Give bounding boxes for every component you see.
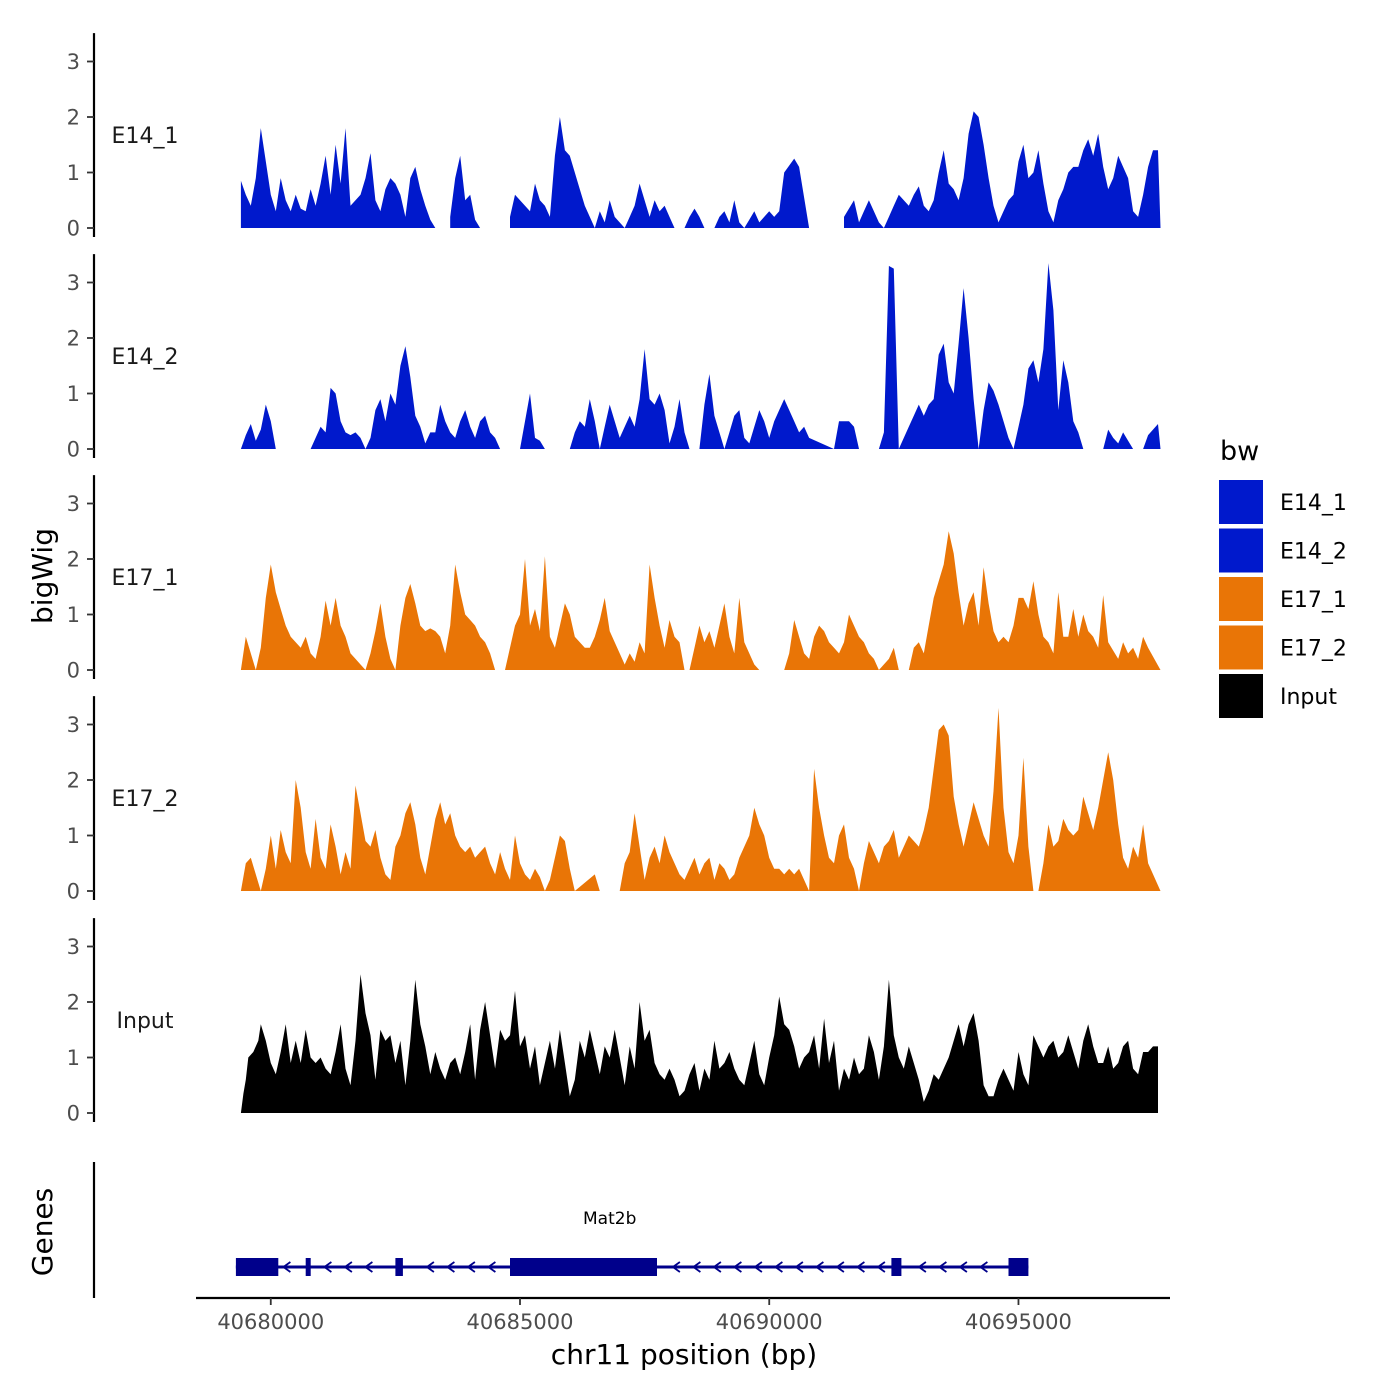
strand-chevron	[445, 1261, 455, 1273]
y-tick-label: 2	[67, 327, 80, 351]
y-tick-label: 0	[67, 1102, 80, 1126]
track-input: 0 1 2 3 Input	[67, 918, 1158, 1126]
track-label: Input	[117, 1009, 174, 1034]
strand-chevron	[958, 1261, 968, 1273]
y-tick-label: 1	[67, 382, 80, 406]
legend-item-e17-1: E17_1	[1219, 577, 1347, 621]
signal-area	[240, 974, 1158, 1113]
y-tick-label: 0	[67, 217, 80, 241]
strand-chevron	[814, 1261, 824, 1273]
x-axis: 40680000 40685000 40690000 40695000	[196, 1296, 1170, 1334]
y-tick-label: 1	[67, 824, 80, 848]
y-tick-label: 3	[67, 492, 80, 516]
gene-exon	[395, 1258, 403, 1276]
x-tick-label: 40695000	[965, 1310, 1072, 1334]
strand-chevron	[917, 1261, 927, 1273]
x-axis-title: chr11 position (bp)	[551, 1338, 817, 1371]
gene-exon	[305, 1258, 311, 1276]
strand-chevron	[671, 1261, 681, 1273]
gene-track: Mat2b	[92, 1162, 1029, 1298]
strand-chevron	[978, 1261, 988, 1273]
signal-area	[240, 263, 1161, 449]
gene-exon	[1008, 1258, 1029, 1276]
strand-chevron	[937, 1261, 947, 1273]
signal-area	[240, 111, 1161, 228]
strand-chevron	[835, 1261, 845, 1273]
track-label: E14_1	[112, 124, 179, 149]
strand-chevron	[712, 1261, 722, 1273]
strand-chevron	[855, 1261, 865, 1273]
y-tick-label: 2	[67, 106, 80, 130]
legend: bw E14_1 E14_2 E17_1 E17_2 Input	[1219, 436, 1347, 718]
y-tick-label: 2	[67, 769, 80, 793]
y-axis-title: bigWig	[26, 528, 59, 624]
genes-axis-title: Genes	[26, 1188, 59, 1276]
signal-area	[240, 531, 1161, 670]
legend-label: E17_1	[1280, 588, 1347, 613]
track-e17-2: 0 1 2 3 E17_2	[67, 696, 1161, 904]
y-tick-label: 3	[67, 271, 80, 295]
strand-chevron	[486, 1261, 496, 1273]
legend-item-e14-1: E14_1	[1219, 480, 1347, 524]
strand-chevron	[322, 1261, 332, 1273]
x-tick-label: 40690000	[716, 1310, 823, 1334]
legend-item-e17-2: E17_2	[1219, 625, 1347, 670]
track-e14-2: 0 1 2 3 E14_2	[67, 254, 1161, 462]
legend-label: E14_1	[1280, 491, 1347, 516]
strand-chevron	[425, 1261, 435, 1273]
track-e17-1: 0 1 2 3 E17_1	[67, 475, 1161, 683]
legend-item-input: Input	[1219, 674, 1337, 718]
y-tick-label: 1	[67, 1046, 80, 1070]
track-e14-1: 0 1 2 3 E14_1	[67, 33, 1161, 241]
strand-chevron	[281, 1261, 291, 1273]
legend-swatch	[1219, 674, 1263, 718]
legend-swatch	[1219, 577, 1263, 621]
x-tick-label: 40685000	[467, 1310, 574, 1334]
strand-chevron	[876, 1261, 886, 1273]
gene-exon	[235, 1258, 279, 1276]
legend-label: E17_2	[1280, 637, 1347, 662]
signal-tracks: 0 1 2 3 E14_1 0 1 2 3 E14_2 0 1 2 3 E17_1 0 1 2 3 E17_2 0 1 2 3…	[67, 33, 1161, 1126]
y-tick-label: 0	[67, 659, 80, 683]
gene-label: Mat2b	[583, 1209, 636, 1229]
strand-chevron	[732, 1261, 742, 1273]
legend-swatch	[1219, 480, 1263, 524]
y-tick-label: 0	[67, 880, 80, 904]
y-tick-label: 3	[67, 935, 80, 959]
legend-item-e14-2: E14_2	[1219, 528, 1347, 573]
gene-exon	[891, 1258, 902, 1276]
strand-chevron	[466, 1261, 476, 1273]
strand-chevron	[753, 1261, 763, 1273]
y-tick-label: 2	[67, 548, 80, 572]
legend-label: Input	[1280, 685, 1337, 710]
strand-chevron	[363, 1261, 373, 1273]
gene-exon	[510, 1258, 657, 1276]
strand-chevron	[773, 1261, 783, 1273]
legend-swatch	[1219, 528, 1263, 573]
strand-arrows	[281, 1261, 988, 1273]
strand-chevron	[794, 1261, 804, 1273]
y-tick-label: 3	[67, 50, 80, 74]
track-label: E14_2	[112, 345, 179, 370]
track-label: E17_2	[112, 787, 179, 812]
legend-title: bw	[1220, 436, 1259, 467]
strand-chevron	[343, 1261, 353, 1273]
y-tick-label: 1	[67, 603, 80, 627]
y-tick-label: 2	[67, 991, 80, 1015]
y-tick-label: 0	[67, 438, 80, 462]
legend-swatch	[1219, 625, 1263, 670]
y-tick-label: 1	[67, 161, 80, 185]
x-tick-label: 40680000	[217, 1310, 324, 1334]
strand-chevron	[691, 1261, 701, 1273]
track-label: E17_1	[112, 566, 179, 591]
signal-area	[240, 707, 1161, 891]
legend-label: E14_2	[1280, 540, 1347, 565]
y-tick-label: 3	[67, 713, 80, 737]
